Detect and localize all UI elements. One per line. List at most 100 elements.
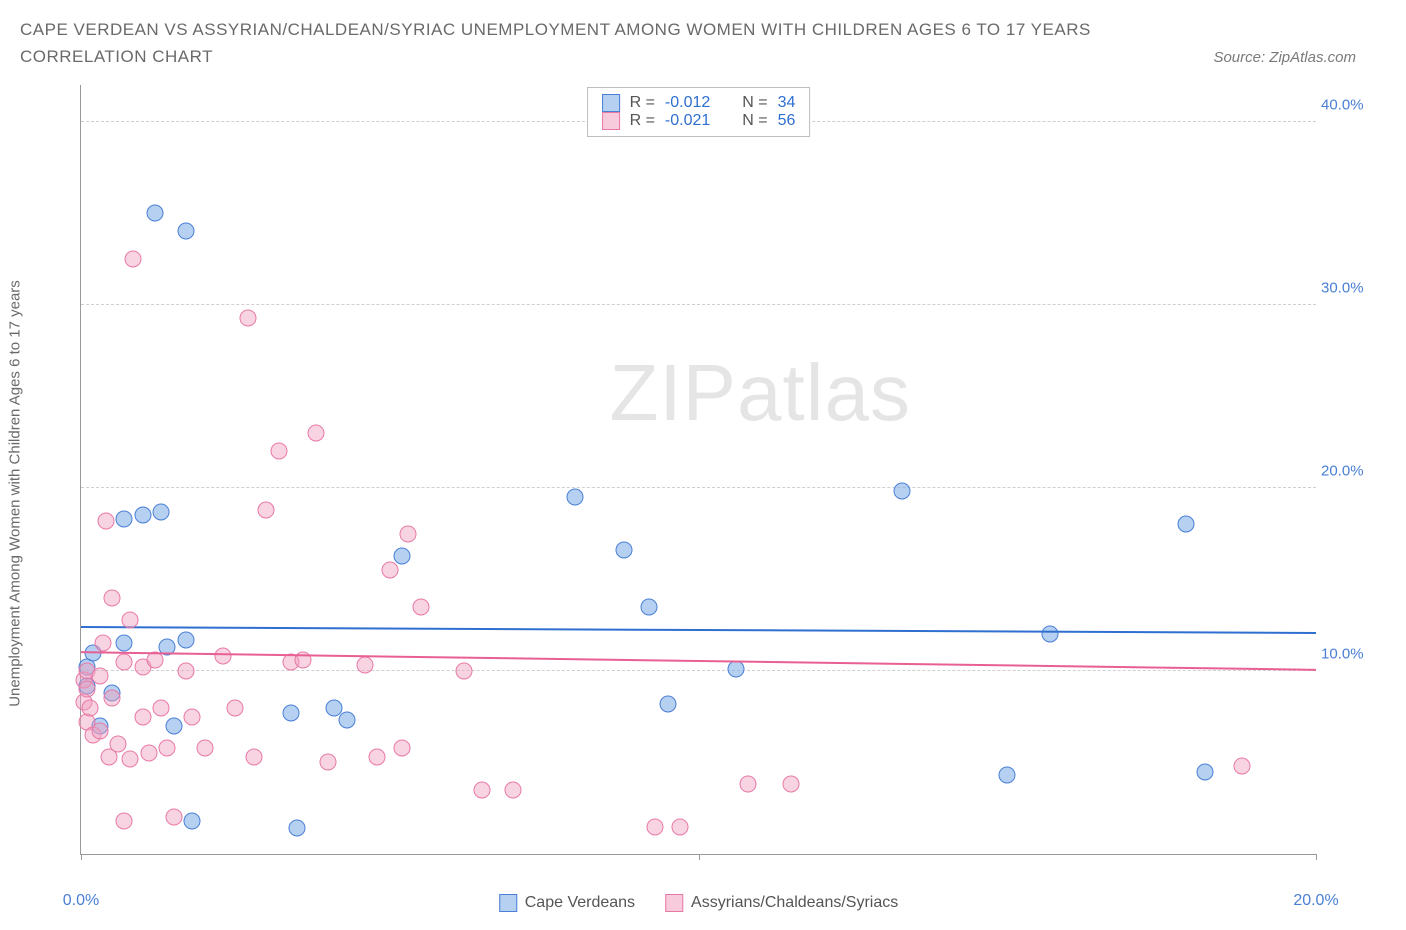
x-tick-mark [1316, 854, 1317, 860]
x-tick-label: 0.0% [63, 892, 99, 910]
source-attribution: Source: ZipAtlas.com [1213, 49, 1386, 66]
scatter-point [727, 661, 744, 678]
scatter-point [1042, 626, 1059, 643]
scatter-point [641, 598, 658, 615]
r-value: -0.021 [665, 112, 710, 130]
scatter-point [245, 748, 262, 765]
r-label: R = [630, 94, 655, 112]
series-name: Cape Verdeans [525, 894, 635, 912]
legend-swatch [665, 894, 683, 912]
scatter-point [184, 813, 201, 830]
scatter-point [82, 699, 99, 716]
y-tick-label: 20.0% [1321, 462, 1381, 479]
scatter-point [894, 483, 911, 500]
y-tick-label: 10.0% [1321, 645, 1381, 662]
scatter-point [177, 223, 194, 240]
r-value: -0.012 [665, 94, 710, 112]
scatter-point [739, 776, 756, 793]
y-axis-label: Unemployment Among Women with Children A… [7, 280, 24, 707]
x-tick-label: 20.0% [1293, 892, 1338, 910]
watermark-thin: atlas [737, 348, 911, 437]
scatter-point [122, 750, 139, 767]
y-tick-label: 40.0% [1321, 96, 1381, 113]
scatter-point [196, 739, 213, 756]
scatter-point [671, 818, 688, 835]
series-name: Assyrians/Chaldeans/Syriacs [691, 894, 898, 912]
n-value: 34 [778, 94, 796, 112]
legend-swatch [499, 894, 517, 912]
scatter-point [116, 813, 133, 830]
scatter-point [783, 776, 800, 793]
gridline [81, 304, 1316, 305]
series-legend-item: Assyrians/Chaldeans/Syriacs [665, 894, 898, 912]
scatter-point [1178, 516, 1195, 533]
scatter-point [177, 662, 194, 679]
scatter-point [381, 562, 398, 579]
watermark-bold: ZIP [610, 348, 737, 437]
scatter-point [357, 657, 374, 674]
stats-legend-row: R = -0.012 N = 34 [602, 94, 796, 112]
scatter-point [122, 611, 139, 628]
n-value: 56 [778, 112, 796, 130]
x-tick-mark [81, 854, 82, 860]
scatter-point [116, 635, 133, 652]
stats-legend: R = -0.012 N = 34 R = -0.021 N = 56 [587, 87, 811, 137]
scatter-point [97, 512, 114, 529]
scatter-point [1196, 763, 1213, 780]
n-label: N = [742, 112, 767, 130]
scatter-point [1233, 758, 1250, 775]
series-legend-item: Cape Verdeans [499, 894, 635, 912]
scatter-point [140, 745, 157, 762]
scatter-point [116, 653, 133, 670]
scatter-point [369, 748, 386, 765]
trend-line [81, 651, 1316, 671]
scatter-point [110, 736, 127, 753]
series-legend: Cape Verdeans Assyrians/Chaldeans/Syriacs [499, 894, 899, 912]
scatter-point [103, 589, 120, 606]
scatter-point [320, 754, 337, 771]
scatter-point [258, 501, 275, 518]
scatter-point [647, 818, 664, 835]
scatter-point [147, 205, 164, 222]
scatter-point [177, 631, 194, 648]
scatter-point [103, 690, 120, 707]
chart-container: Unemployment Among Women with Children A… [50, 85, 1386, 885]
scatter-point [91, 668, 108, 685]
chart-title: CAPE VERDEAN VS ASSYRIAN/CHALDEAN/SYRIAC… [20, 16, 1386, 43]
scatter-point [153, 699, 170, 716]
scatter-point [455, 662, 472, 679]
scatter-point [215, 648, 232, 665]
scatter-point [79, 681, 96, 698]
scatter-point [505, 781, 522, 798]
scatter-point [474, 781, 491, 798]
chart-subtitle: CORRELATION CHART [20, 43, 213, 70]
scatter-point [165, 717, 182, 734]
n-label: N = [742, 94, 767, 112]
legend-swatch [602, 112, 620, 130]
scatter-point [165, 809, 182, 826]
scatter-point [338, 712, 355, 729]
scatter-point [659, 695, 676, 712]
scatter-point [153, 503, 170, 520]
scatter-point [282, 705, 299, 722]
scatter-point [94, 635, 111, 652]
x-tick-mark [699, 854, 700, 860]
scatter-point [134, 507, 151, 524]
scatter-point [270, 443, 287, 460]
y-tick-label: 30.0% [1321, 279, 1381, 296]
r-label: R = [630, 112, 655, 130]
stats-legend-row: R = -0.021 N = 56 [602, 112, 796, 130]
scatter-point [394, 547, 411, 564]
trend-line [81, 626, 1316, 634]
scatter-point [307, 424, 324, 441]
gridline [81, 487, 1316, 488]
scatter-point [159, 739, 176, 756]
header: CAPE VERDEAN VS ASSYRIAN/CHALDEAN/SYRIAC… [0, 0, 1406, 70]
scatter-point [116, 510, 133, 527]
scatter-point [999, 767, 1016, 784]
scatter-point [239, 309, 256, 326]
scatter-point [289, 820, 306, 837]
scatter-point [227, 699, 244, 716]
plot-area: ZIPatlas R =-0.012N =34R =-0.021N =56 Ca… [80, 85, 1316, 855]
scatter-point [567, 488, 584, 505]
